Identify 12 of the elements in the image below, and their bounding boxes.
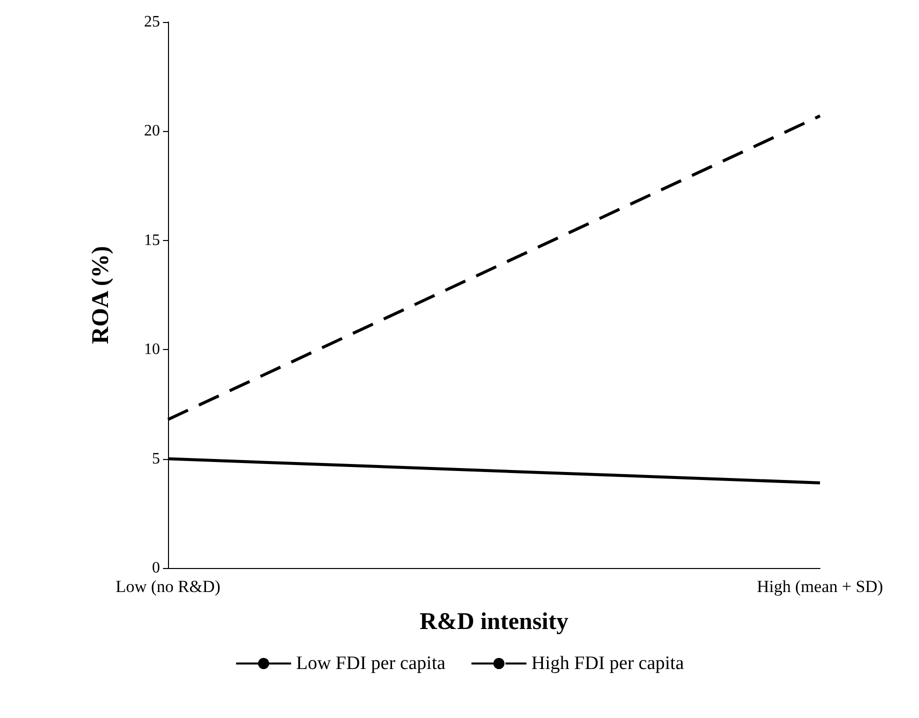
y-tick-label: 20 — [144, 122, 160, 140]
x-tick-label: Low (no R&D) — [116, 577, 220, 596]
y-tick-label: 5 — [152, 450, 160, 468]
x-axis-title: R&D intensity — [420, 609, 568, 635]
legend-label: Low FDI per capita — [296, 653, 446, 674]
y-tick-label: 15 — [144, 232, 160, 249]
y-tick-label: 0 — [152, 560, 160, 576]
y-tick-label: 25 — [144, 14, 160, 30]
y-tick-label: 10 — [144, 341, 160, 358]
legend-label: High FDI per capita — [531, 653, 684, 674]
y-axis-title: ROA (%) — [88, 246, 114, 344]
x-tick-label: High (mean + SD) — [756, 577, 884, 596]
